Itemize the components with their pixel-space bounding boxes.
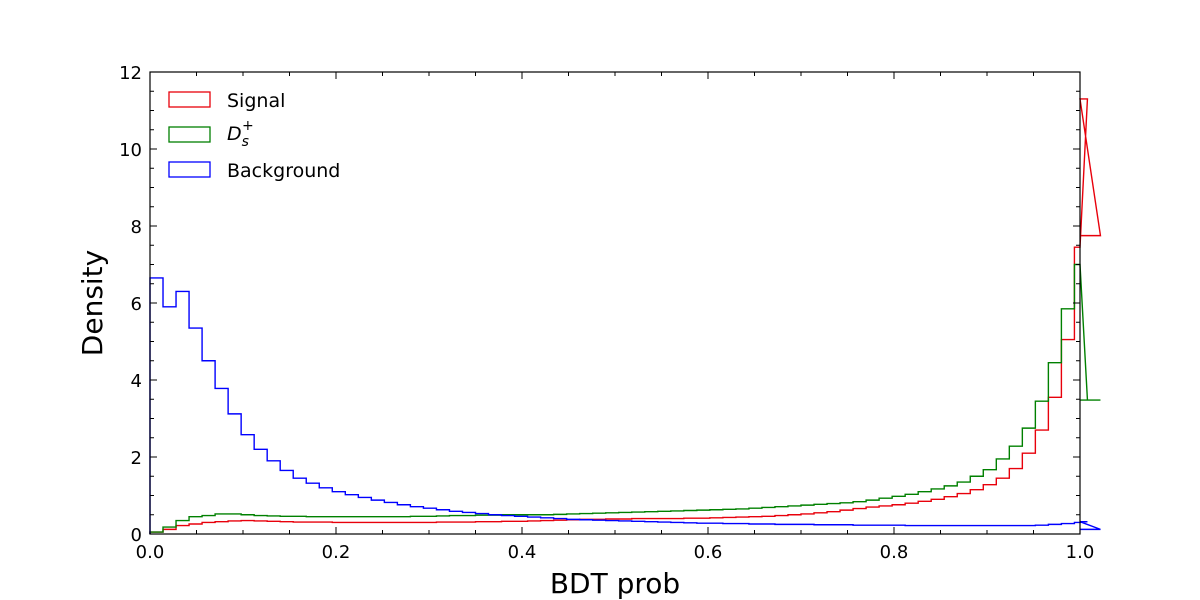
series-step-background <box>149 277 1101 534</box>
y-tick-label: 10 <box>119 140 142 161</box>
series-layer <box>149 98 1102 534</box>
x-tick-label: 0.0 <box>136 542 165 563</box>
y-tick-label: 4 <box>131 371 142 392</box>
y-tick-label: 6 <box>131 294 142 315</box>
x-axis-title: BDT prob <box>550 567 680 600</box>
legend-label-background: Background <box>227 160 340 182</box>
axes-layer: 0.0 0.2 0.4 0.6 0.8 1.0 0 2 4 6 8 10 12 <box>119 63 1094 563</box>
x-tick-label: 0.6 <box>694 542 723 563</box>
y-axis-title: Density <box>76 250 109 356</box>
legend-label-signal: Signal <box>227 90 285 112</box>
legend: Signal Ds+ Background <box>168 90 340 182</box>
x-tick-label: 0.8 <box>880 542 909 563</box>
legend-label-ds: Ds+ <box>227 118 254 150</box>
x-tick-label: 1.0 <box>1066 542 1095 563</box>
series-step-signal <box>149 98 1102 534</box>
y-tick-label: 8 <box>131 217 142 238</box>
legend-swatch-signal <box>168 91 211 108</box>
y-tick-label: 2 <box>131 448 142 469</box>
x-tick-label: 0.2 <box>322 542 351 563</box>
plot-frame <box>149 71 1081 535</box>
legend-swatch-background <box>168 161 211 178</box>
legend-swatch-ds <box>168 126 211 143</box>
y-tick-label: 12 <box>119 63 142 84</box>
x-tick-label: 0.4 <box>508 542 537 563</box>
y-tick-label: 0 <box>131 525 142 546</box>
series-step-d-s <box>149 263 1101 534</box>
